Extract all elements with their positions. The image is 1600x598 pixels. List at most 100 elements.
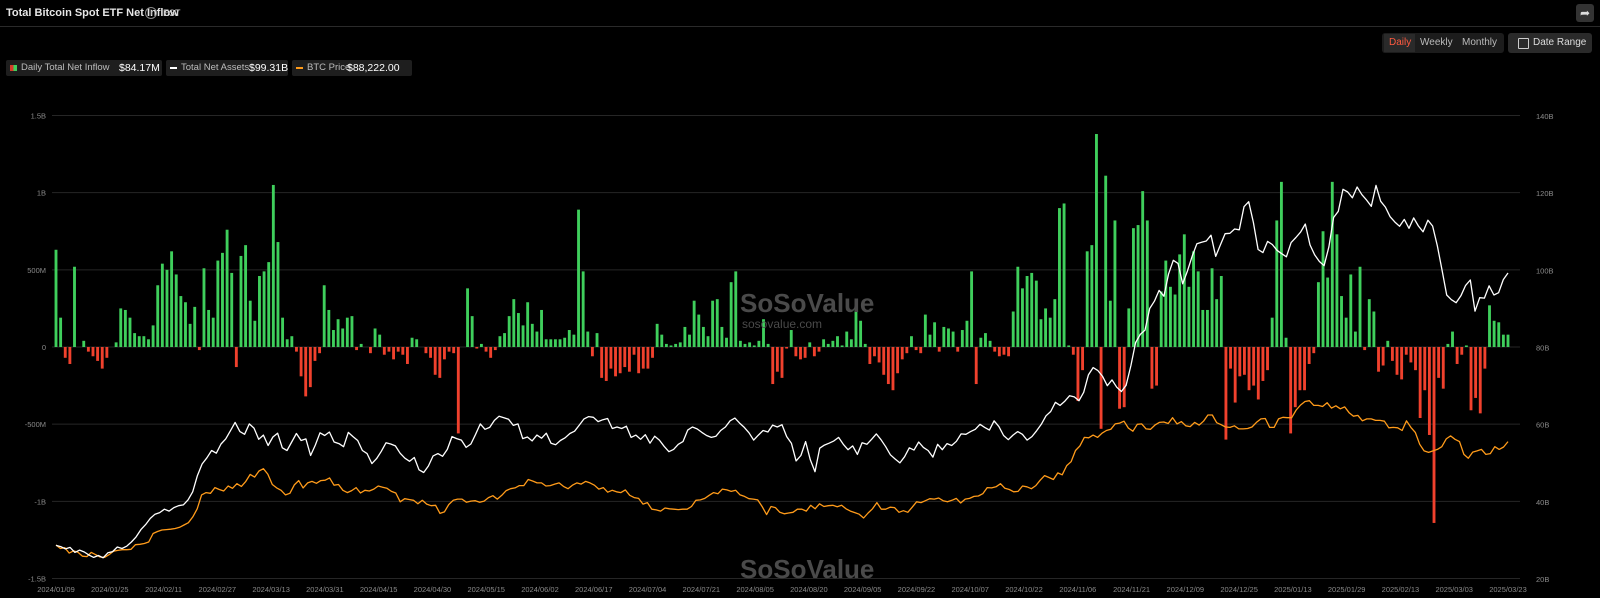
inflow-bar <box>771 347 775 385</box>
inflow-bar <box>470 316 474 347</box>
inflow-bar <box>1210 268 1214 347</box>
inflow-bar <box>1034 280 1038 347</box>
inflow-bar <box>512 299 516 347</box>
legend-bar-swatch <box>10 65 17 71</box>
inflow-bar <box>891 347 895 391</box>
inflow-bar <box>752 345 756 347</box>
legend-value: $88,222.00 <box>347 62 400 74</box>
inflow-bar <box>1062 203 1066 347</box>
tab-daily[interactable]: Daily <box>1384 34 1417 52</box>
inflow-bar <box>873 347 876 357</box>
info-icon[interactable]: i <box>145 7 157 19</box>
inflow-bar <box>1432 347 1436 523</box>
inflow-bar <box>1303 347 1306 391</box>
inflow-bar <box>1011 311 1015 347</box>
inflow-bar <box>743 343 747 347</box>
inflow-bar <box>970 271 974 347</box>
inflow-bar <box>1118 347 1122 409</box>
inflow-bar <box>193 306 197 347</box>
inflow-bar <box>1501 334 1505 347</box>
inflow-bar <box>641 347 645 369</box>
inflow-bar <box>951 331 955 347</box>
inflow-bar <box>604 347 608 381</box>
inflow-bar <box>119 308 123 347</box>
inflow-bar <box>160 263 164 347</box>
inflow-bar <box>1076 347 1080 402</box>
inflow-bar <box>1460 347 1464 355</box>
inflow-bar <box>225 229 229 347</box>
legend-label: Daily Total Net Inflow <box>21 62 110 73</box>
legend-btc-price[interactable]: BTC Price $88,222.00 <box>292 60 412 76</box>
inflow-bar <box>1367 299 1371 347</box>
inflow-bar <box>572 334 576 347</box>
inflow-bar <box>1187 286 1191 347</box>
inflow-bar <box>877 347 881 363</box>
inflow-bar <box>341 328 345 347</box>
inflow-bar <box>826 343 830 347</box>
inflow-bar <box>1358 266 1362 347</box>
inflow-bar <box>762 319 765 347</box>
inflow-bar <box>734 271 738 347</box>
inflow-bar <box>350 316 354 347</box>
legend-net-assets[interactable]: Total Net Assets $99.31B <box>166 60 288 76</box>
inflow-bar <box>165 269 169 347</box>
inflow-bar <box>849 339 853 347</box>
inflow-bar <box>933 322 937 347</box>
inflow-bar <box>1095 134 1098 347</box>
inflow-bar <box>1053 299 1057 347</box>
inflow-bar <box>68 347 72 364</box>
legend-label: BTC Price <box>307 62 351 73</box>
right-tick-label: 140B <box>1536 112 1554 121</box>
inflow-bar <box>1363 347 1367 351</box>
inflow-bar <box>415 339 419 347</box>
tab-weekly[interactable]: Weekly <box>1415 34 1458 52</box>
inflow-bar <box>484 347 488 352</box>
inflow-bar <box>1090 245 1094 347</box>
legend-line-swatch <box>170 67 177 69</box>
inflow-bar <box>775 347 779 372</box>
inflow-bar <box>664 343 668 347</box>
inflow-bar <box>387 347 391 352</box>
inflow-bar <box>1182 234 1186 347</box>
date-range-button[interactable]: Date Range <box>1508 33 1592 53</box>
inflow-bar <box>632 347 636 355</box>
inflow-bar <box>590 347 594 357</box>
inflow-bar <box>715 299 719 347</box>
inflow-bar <box>669 345 673 347</box>
inflow-bar <box>655 323 659 347</box>
legend-daily-inflow[interactable]: Daily Total Net Inflow $84.17M <box>6 60 162 76</box>
inflow-bar <box>1409 347 1413 363</box>
left-tick-label: 1.5B <box>31 112 46 121</box>
right-tick-label: 100B <box>1536 266 1554 275</box>
inflow-bar <box>1469 347 1473 411</box>
inflow-bar <box>780 347 784 378</box>
share-icon[interactable]: ➦ <box>1576 4 1594 22</box>
inflow-bar <box>174 274 178 347</box>
x-tick-label: 2024/11/21 <box>1113 585 1150 594</box>
inflow-bar <box>1441 347 1445 389</box>
inflow-bar <box>82 340 86 347</box>
inflow-bar <box>1451 331 1454 347</box>
inflow-bar <box>905 347 909 354</box>
inflow-bar <box>507 316 511 347</box>
inflow-bar <box>688 334 691 347</box>
x-tick-label: 2024/07/21 <box>683 585 721 594</box>
inflow-bar <box>1016 266 1020 347</box>
tab-monthly[interactable]: Monthly <box>1457 34 1503 52</box>
inflow-bar <box>822 339 826 347</box>
inflow-bar <box>984 333 987 347</box>
inflow-bar <box>965 320 969 347</box>
date-range-label: Date Range <box>1533 37 1587 48</box>
inflow-bar <box>1145 220 1149 347</box>
timezone-label: EST <box>163 8 181 18</box>
inflow-bar <box>910 336 913 347</box>
left-tick-label: 0 <box>42 343 46 352</box>
inflow-bar <box>840 345 844 347</box>
inflow-bar <box>179 296 183 347</box>
inflow-bar <box>276 242 280 347</box>
inflow-bar <box>1039 319 1043 347</box>
inflow-bar <box>729 282 733 347</box>
x-tick-label: 2024/12/09 <box>1167 585 1205 594</box>
inflow-bar <box>442 347 446 360</box>
